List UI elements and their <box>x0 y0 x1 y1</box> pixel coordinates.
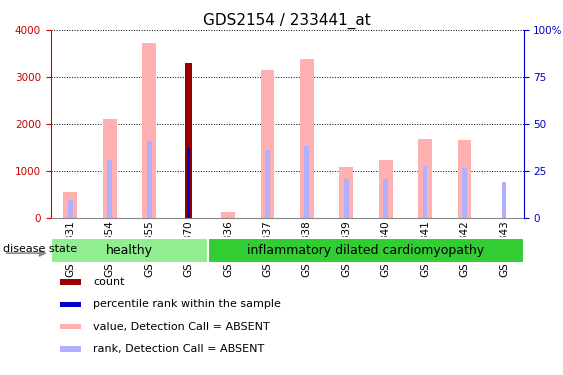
Title: GDS2154 / 233441_at: GDS2154 / 233441_at <box>203 12 371 28</box>
Bar <box>462 168 467 217</box>
Bar <box>60 279 82 285</box>
Bar <box>103 119 117 218</box>
Bar <box>265 150 270 217</box>
Bar <box>60 324 82 330</box>
Text: disease state: disease state <box>3 244 77 254</box>
Bar <box>108 160 112 218</box>
Text: inflammatory dilated cardiomyopathy: inflammatory dilated cardiomyopathy <box>247 244 485 257</box>
Bar <box>51 238 208 262</box>
Text: value, Detection Call = ABSENT: value, Detection Call = ABSENT <box>93 322 270 332</box>
Bar <box>68 200 73 217</box>
Bar <box>458 140 471 218</box>
Bar <box>502 182 506 218</box>
Bar <box>423 166 427 218</box>
Text: rank, Detection Call = ABSENT: rank, Detection Call = ABSENT <box>93 344 265 354</box>
Text: healthy: healthy <box>106 244 153 257</box>
Bar <box>418 139 432 218</box>
Bar <box>383 179 388 218</box>
Bar <box>64 192 77 217</box>
Bar <box>305 146 309 218</box>
Bar <box>187 148 190 217</box>
Text: percentile rank within the sample: percentile rank within the sample <box>93 299 281 309</box>
Bar <box>261 70 274 217</box>
Bar <box>142 43 156 218</box>
Bar <box>221 212 235 217</box>
Bar <box>147 141 151 218</box>
Bar <box>60 302 82 307</box>
Bar <box>185 63 192 217</box>
Bar <box>379 160 392 218</box>
Bar <box>300 59 314 217</box>
Bar <box>339 167 353 218</box>
Text: count: count <box>93 277 125 287</box>
Bar <box>60 346 82 352</box>
Bar <box>344 179 348 218</box>
Bar <box>208 238 524 262</box>
